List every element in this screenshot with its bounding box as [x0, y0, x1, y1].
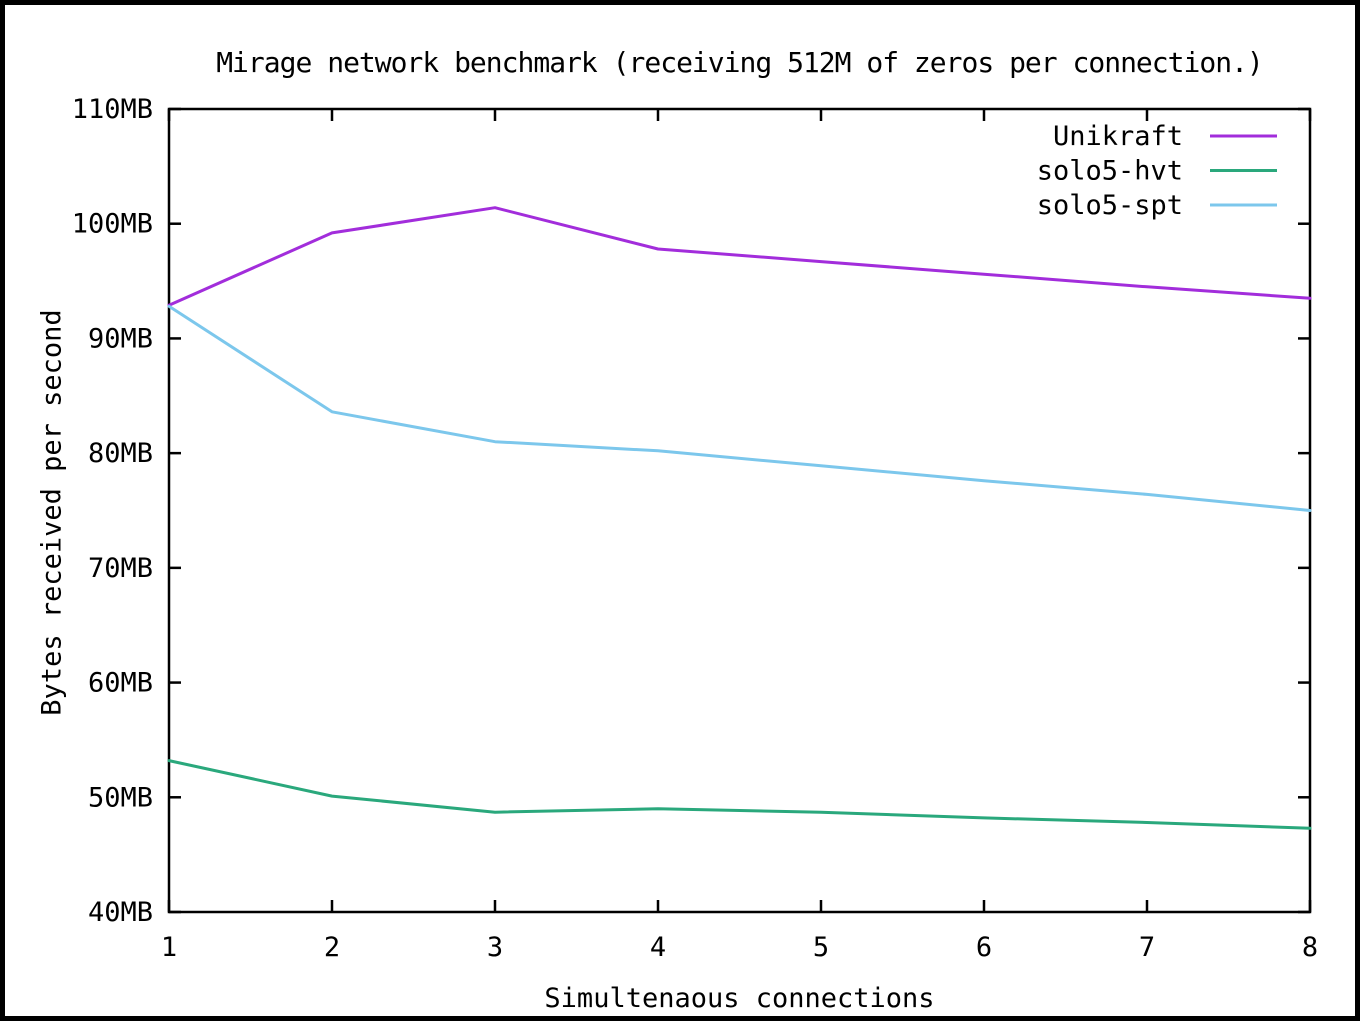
y-tick-label: 80MB — [88, 438, 153, 469]
plot-border — [167, 107, 1312, 914]
x-tick-label: 7 — [1139, 932, 1155, 963]
y-tick-label: 50MB — [88, 782, 153, 813]
x-axis-label: Simultenaous connections — [544, 983, 935, 1014]
x-tick-label: 1 — [161, 932, 177, 963]
y-tick-label: 110MB — [72, 94, 153, 125]
series-line-solo5-spt — [167, 304, 1312, 512]
legend-label-Unikraft: Unikraft — [1053, 121, 1183, 152]
y-axis-label: Bytes received per second — [36, 309, 68, 716]
x-tick-label: 4 — [650, 932, 666, 963]
y-tick-label: 90MB — [88, 323, 153, 354]
x-tick-label: 6 — [976, 932, 992, 963]
y-tick-label: 100MB — [72, 209, 153, 240]
chart-title: Mirage network benchmark (receiving 512M… — [216, 46, 1264, 79]
x-tick-label: 2 — [324, 932, 340, 963]
legend-label-solo5-hvt: solo5-hvt — [1037, 156, 1183, 187]
x-tick-label: 5 — [813, 932, 829, 963]
y-tick-label: 70MB — [88, 553, 153, 584]
y-tick-label: 60MB — [88, 668, 153, 699]
plot-area: 1 2 3 4 5 6 7 8 40MB 50MB 60MB 70MB 80MB 90MB 100MB 110… — [72, 94, 1318, 963]
legend-label-solo5-spt: solo5-spt — [1037, 190, 1183, 221]
x-tick-label: 3 — [487, 932, 503, 963]
series-line-solo5-hvt — [167, 759, 1312, 830]
y-tick-label: 40MB — [88, 897, 153, 928]
x-tick-label: 8 — [1302, 932, 1318, 963]
series-line-Unikraft — [167, 206, 1312, 307]
